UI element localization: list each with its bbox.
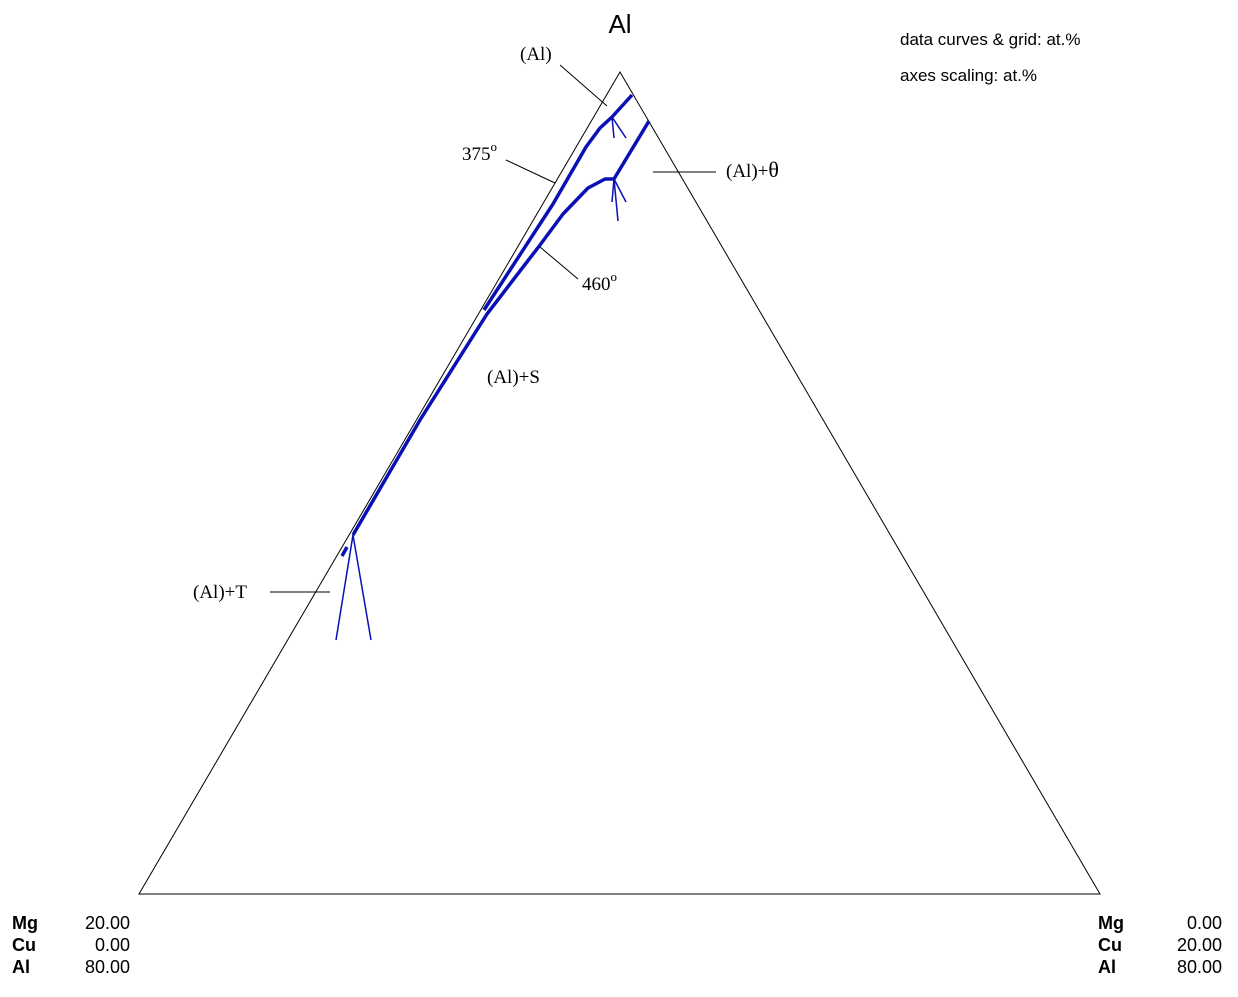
label-al-phase: (Al): [520, 44, 552, 65]
leader-lines: [270, 64, 716, 593]
label-al-theta: (Al)+θ: [726, 157, 779, 182]
corner-right-value: 0.00: [1186, 913, 1222, 933]
corner-left-element: Mg: [12, 913, 38, 933]
small-curve-segment: [340, 546, 349, 557]
apex-label: Al: [608, 9, 631, 39]
corner-right-composition: Mg 0.00 Cu 20.00 Al 80.00: [1098, 912, 1222, 978]
isotherm-375-curve: [482, 93, 634, 311]
corner-right-row-cu: Cu 20.00: [1098, 934, 1222, 956]
isotherm-460-curve: [351, 120, 651, 536]
label-al-t: (Al)+T: [193, 582, 247, 603]
corner-right-element: Al: [1098, 957, 1116, 977]
tie-lines-460-t: [335, 534, 372, 641]
info-axes-scaling: axes scaling: at.%: [900, 66, 1038, 85]
corner-right-row-mg: Mg 0.00: [1098, 912, 1222, 934]
corner-right-value: 20.00: [1176, 935, 1222, 955]
label-375-temperature: 375o: [462, 139, 497, 165]
info-data-curves-grid: data curves & grid: at.%: [900, 30, 1081, 49]
label-460-temperature: 460o: [582, 269, 617, 295]
corner-right-element: Cu: [1098, 935, 1122, 955]
corner-left-value: 0.00: [94, 935, 130, 955]
corner-left-row-al: Al 80.00: [12, 956, 130, 978]
corner-right-row-al: Al 80.00: [1098, 956, 1222, 978]
tie-lines-460-theta: [611, 178, 627, 222]
corner-right-value: 80.00: [1176, 957, 1222, 977]
corner-right-element: Mg: [1098, 913, 1124, 933]
corner-left-composition: Mg 20.00 Cu 0.00 Al 80.00: [12, 912, 130, 978]
label-al-s: (Al)+S: [487, 367, 540, 388]
corner-left-value: 20.00: [84, 913, 130, 933]
corner-left-row-cu: Cu 0.00: [12, 934, 130, 956]
corner-left-row-mg: Mg 20.00: [12, 912, 130, 934]
corner-left-element: Al: [12, 957, 30, 977]
corner-left-value: 80.00: [84, 957, 130, 977]
corner-left-element: Cu: [12, 935, 36, 955]
ternary-triangle: [138, 71, 1101, 895]
tie-lines-375: [611, 116, 627, 139]
